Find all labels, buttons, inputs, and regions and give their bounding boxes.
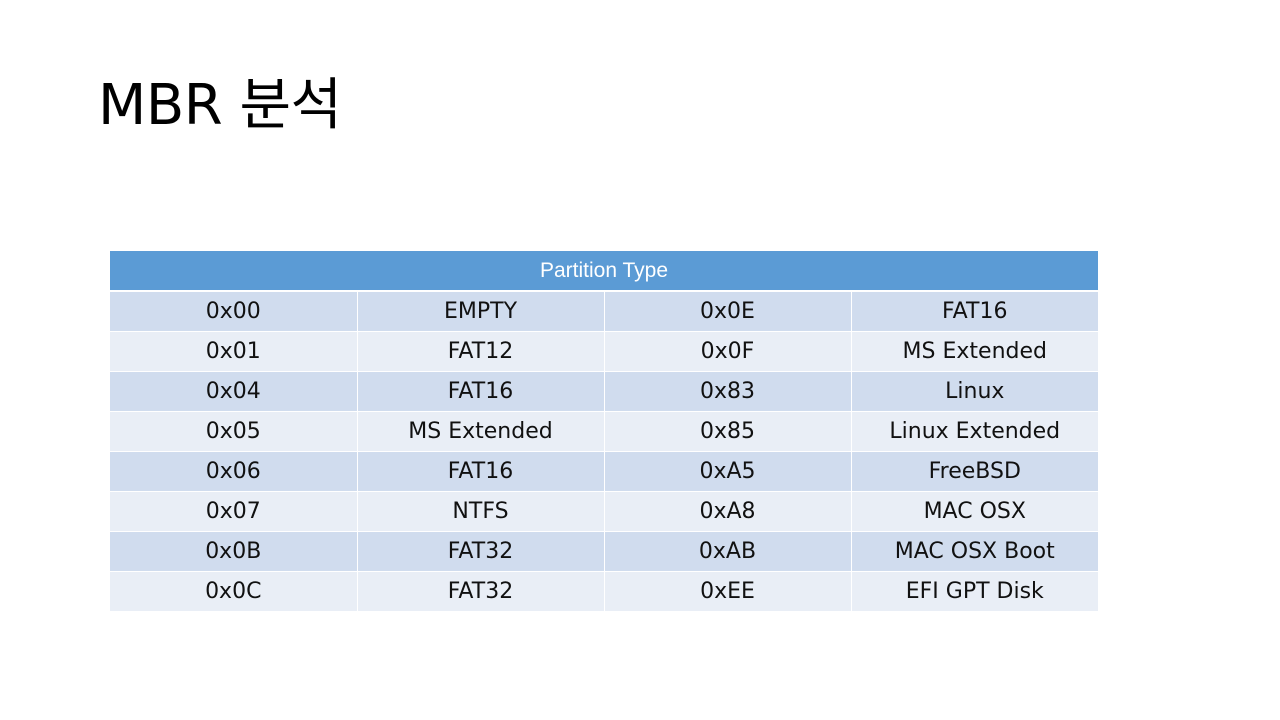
table-row: 0x04 FAT16 0x83 Linux (110, 371, 1099, 412)
type-name-cell: FreeBSD (850, 451, 1099, 492)
table-header-row: Partition Type (110, 251, 1099, 292)
type-code-cell: 0x06 (110, 451, 357, 492)
type-name-cell: FAT32 (356, 571, 604, 611)
type-name-cell: EFI GPT Disk (850, 571, 1099, 611)
type-code-cell: 0x85 (603, 411, 851, 452)
table-row: 0x00 EMPTY 0x0E FAT16 (110, 290, 1099, 332)
table-row: 0x07 NTFS 0xA8 MAC OSX (110, 491, 1099, 532)
type-name-cell: FAT32 (356, 531, 604, 572)
type-code-cell: 0x01 (110, 331, 357, 372)
table-row: 0x0B FAT32 0xAB MAC OSX Boot (110, 531, 1099, 572)
partition-type-table-container: Partition Type 0x00 EMPTY 0x0E FAT16 0x0… (110, 251, 1099, 611)
table-row: 0x06 FAT16 0xA5 FreeBSD (110, 451, 1099, 492)
type-code-cell: 0x0C (110, 571, 357, 611)
partition-type-table: Partition Type 0x00 EMPTY 0x0E FAT16 0x0… (110, 251, 1099, 611)
type-code-cell: 0x0F (603, 331, 851, 372)
type-name-cell: MAC OSX (850, 491, 1099, 532)
type-name-cell: Linux Extended (850, 411, 1099, 452)
type-name-cell: FAT12 (356, 331, 604, 372)
type-code-cell: 0x0B (110, 531, 357, 572)
type-name-cell: Linux (850, 371, 1099, 412)
type-name-cell: MS Extended (356, 411, 604, 452)
table-row: 0x05 MS Extended 0x85 Linux Extended (110, 411, 1099, 452)
type-code-cell: 0x05 (110, 411, 357, 452)
type-code-cell: 0x83 (603, 371, 851, 412)
type-code-cell: 0xEE (603, 571, 851, 611)
type-name-cell: FAT16 (850, 290, 1099, 332)
type-code-cell: 0x04 (110, 371, 357, 412)
type-code-cell: 0x07 (110, 491, 357, 532)
type-code-cell: 0x0E (603, 290, 851, 332)
table-row: 0x0C FAT32 0xEE EFI GPT Disk (110, 571, 1099, 611)
type-name-cell: MAC OSX Boot (850, 531, 1099, 572)
type-name-cell: EMPTY (356, 290, 604, 332)
type-code-cell: 0xA8 (603, 491, 851, 532)
type-name-cell: FAT16 (356, 451, 604, 492)
slide-title: MBR 분석 (98, 73, 342, 138)
type-code-cell: 0xA5 (603, 451, 851, 492)
table-row: 0x01 FAT12 0x0F MS Extended (110, 331, 1099, 372)
table-header: Partition Type (110, 251, 1099, 292)
type-name-cell: MS Extended (850, 331, 1099, 372)
type-code-cell: 0x00 (110, 290, 357, 332)
type-name-cell: FAT16 (356, 371, 604, 412)
type-name-cell: NTFS (356, 491, 604, 532)
type-code-cell: 0xAB (603, 531, 851, 572)
